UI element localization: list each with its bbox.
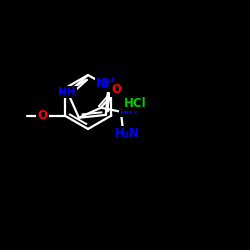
Text: NH: NH (120, 106, 138, 116)
Text: O: O (38, 109, 48, 122)
Text: NH₂: NH₂ (96, 78, 121, 90)
Text: O: O (111, 83, 121, 96)
Text: H₂N: H₂N (114, 127, 140, 140)
Text: NH: NH (58, 87, 76, 97)
Text: HCl: HCl (124, 97, 146, 110)
